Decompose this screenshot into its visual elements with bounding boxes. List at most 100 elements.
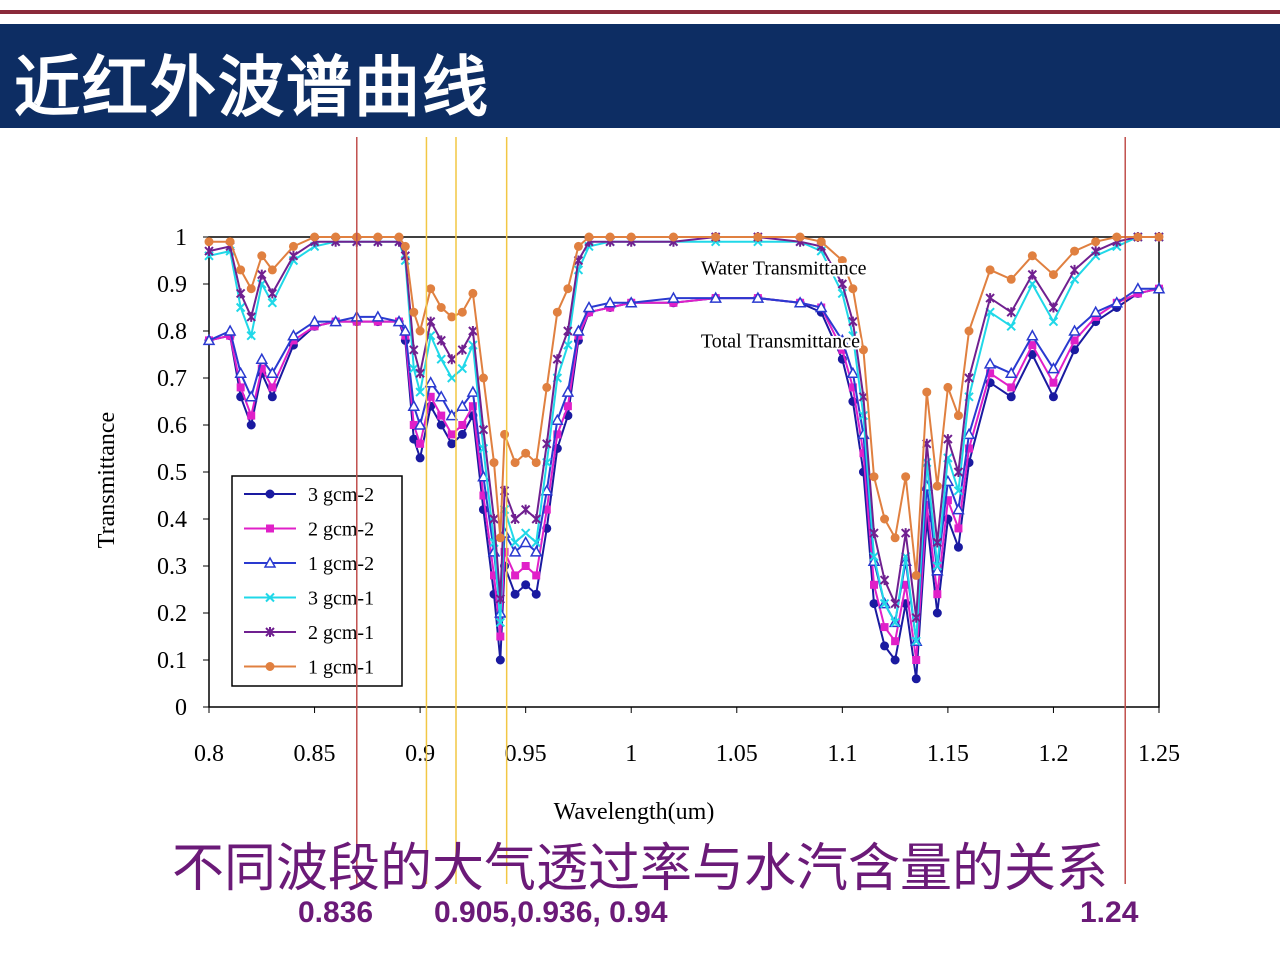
data-point [458,421,467,429]
marker-label-124: 1.24 [1080,896,1139,929]
data-point [479,491,488,500]
data-point [235,302,246,313]
data-point [392,315,406,327]
data-point [965,444,973,453]
data-point [711,232,721,242]
data-point [879,598,890,609]
data-point [890,533,900,543]
legend-entry: 1 gcm-2 [244,553,374,575]
data-point [466,385,480,397]
data-point [848,316,858,327]
data-point [531,458,541,468]
data-point [890,617,900,628]
data-point [519,535,532,548]
data-point [869,528,879,539]
data-point [985,293,995,304]
data-point [911,612,921,623]
data-point [510,537,520,548]
legend-marker [265,592,275,603]
data-point [953,467,964,477]
data-point [668,232,678,242]
data-point [1090,246,1101,257]
x-axis-label: Wavelength(um) [554,799,715,825]
data-point [394,232,404,242]
x-tick-label: 1.25 [1138,741,1180,767]
data-point [1048,270,1058,280]
data-point [234,366,247,379]
x-tick-label: 0.85 [294,741,336,767]
data-point [561,385,575,397]
title-banner [0,24,1280,128]
data-point [520,504,531,515]
legend-entry: 1 gcm-1 [244,657,374,679]
data-point [266,366,279,379]
x-tick-label: 0.9 [405,741,435,767]
y-tick-label: 0.1 [157,648,187,674]
x-tick-label: 1.15 [927,741,969,767]
data-point [268,383,277,392]
data-point [848,284,858,294]
data-point [521,580,531,590]
data-point [931,564,944,576]
data-point [1028,341,1037,350]
data-point [244,390,258,402]
legend-entry: 2 gcm-1 [244,622,374,644]
data-point [308,315,321,327]
data-point [953,486,964,496]
data-point [1006,307,1016,318]
data-point [246,311,256,322]
data-point [1004,366,1018,379]
y-tick-label: 0.6 [157,413,187,439]
data-point [985,265,995,275]
y-tick-label: 0.8 [157,319,187,345]
data-point [870,580,878,589]
data-point [890,598,900,609]
data-point [510,514,520,524]
data-point [793,296,807,308]
data-point [1006,274,1016,284]
data-point [943,382,953,392]
data-point [1048,316,1059,327]
data-point [573,241,583,251]
legend-entry: 2 gcm-2 [244,519,374,541]
data-point [478,424,489,435]
data-point [434,390,448,402]
data-point [257,364,266,373]
data-point [457,344,468,355]
data-point [257,269,267,280]
data-point [848,383,857,392]
data-point [495,533,505,543]
data-point [542,438,552,449]
data-point [1069,264,1080,275]
data-point [932,481,942,491]
data-point [563,284,573,294]
data-point [204,237,214,247]
data-point [880,514,890,524]
data-point [859,449,868,458]
data-point [1110,296,1124,308]
x-tick-label: 1.1 [827,741,857,767]
data-point [814,300,828,313]
x-tick-label: 1 [625,741,637,767]
data-point [287,329,300,341]
data-point [415,387,425,397]
data-point [563,402,572,411]
legend-entry: 3 gcm-2 [244,484,374,506]
x-tick-label: 0.8 [194,741,224,767]
data-point [869,472,879,482]
data-point [1006,321,1016,332]
data-point [912,656,921,664]
data-point [531,514,541,524]
legend-label: 2 gcm-1 [308,622,374,644]
data-point [563,326,573,336]
data-point [1131,282,1145,294]
data-point [468,402,477,411]
series-1-gcm-1 [204,232,1164,580]
data-point [436,354,446,364]
data-point [753,232,763,242]
data-point [890,655,900,665]
data-point [436,335,446,346]
slide-caption: 不同波段的大气透过率与水汽含量的关系 [171,839,1108,899]
data-point [1133,232,1143,242]
y-tick-label: 0.3 [157,554,187,580]
